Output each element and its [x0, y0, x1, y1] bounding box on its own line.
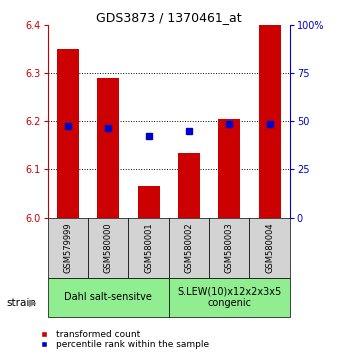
Bar [129, 218, 169, 278]
Text: S.LEW(10)x12x2x3x5
congenic: S.LEW(10)x12x2x3x5 congenic [177, 286, 281, 308]
Bar [178, 153, 200, 218]
Bar [169, 218, 209, 278]
Text: GSM580003: GSM580003 [225, 222, 234, 273]
Legend: transformed count, percentile rank within the sample: transformed count, percentile rank withi… [35, 330, 209, 349]
Bar [88, 218, 129, 278]
Bar [48, 278, 169, 317]
Bar [209, 218, 250, 278]
Text: ▶: ▶ [29, 298, 36, 308]
Text: GSM580000: GSM580000 [104, 222, 113, 273]
Bar [218, 119, 240, 218]
Text: GSM579999: GSM579999 [63, 222, 72, 273]
Title: GDS3873 / 1370461_at: GDS3873 / 1370461_at [96, 11, 242, 24]
Bar [48, 218, 88, 278]
Text: Dahl salt-sensitve: Dahl salt-sensitve [64, 292, 152, 302]
Text: strain: strain [7, 298, 37, 308]
Bar [137, 186, 160, 218]
Text: GSM580001: GSM580001 [144, 222, 153, 273]
Bar [57, 49, 79, 218]
Bar [258, 25, 281, 218]
Text: GSM580004: GSM580004 [265, 222, 274, 273]
Bar [97, 78, 119, 218]
Text: GSM580002: GSM580002 [184, 222, 193, 273]
Bar [169, 278, 290, 317]
Bar [250, 218, 290, 278]
